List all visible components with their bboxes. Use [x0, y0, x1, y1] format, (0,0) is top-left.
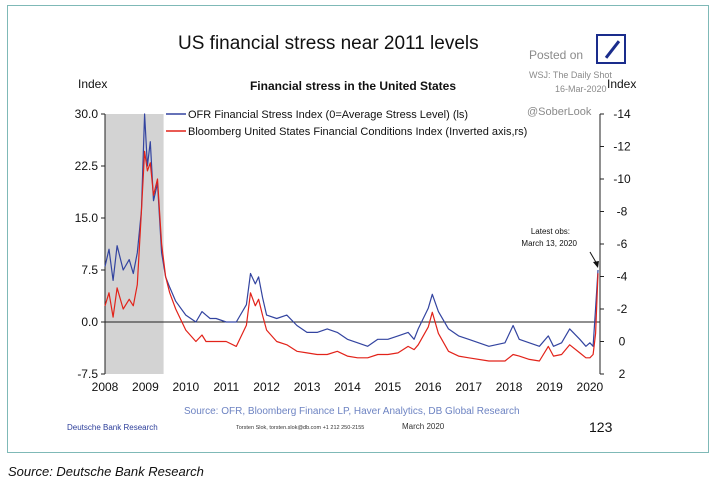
watermark-date: 16-Mar-2020: [555, 84, 607, 94]
slide-title: US financial stress near 2011 levels: [178, 33, 479, 54]
footer-month: March 2020: [402, 422, 445, 431]
twitter-handle: @SoberLook: [527, 106, 592, 118]
image-caption: Source: Deutsche Bank Research: [8, 464, 204, 479]
deutsche-bank-logo-icon: [596, 34, 626, 64]
page-number: 123: [589, 419, 613, 435]
posted-on-label: Posted on: [529, 48, 584, 62]
watermark-source: WSJ: The Daily Shot: [529, 70, 612, 80]
footer-brand: Deutsche Bank Research: [67, 423, 158, 432]
footer-author: Torsten Slok, torsten.slok@db.com +1 212…: [236, 425, 365, 431]
